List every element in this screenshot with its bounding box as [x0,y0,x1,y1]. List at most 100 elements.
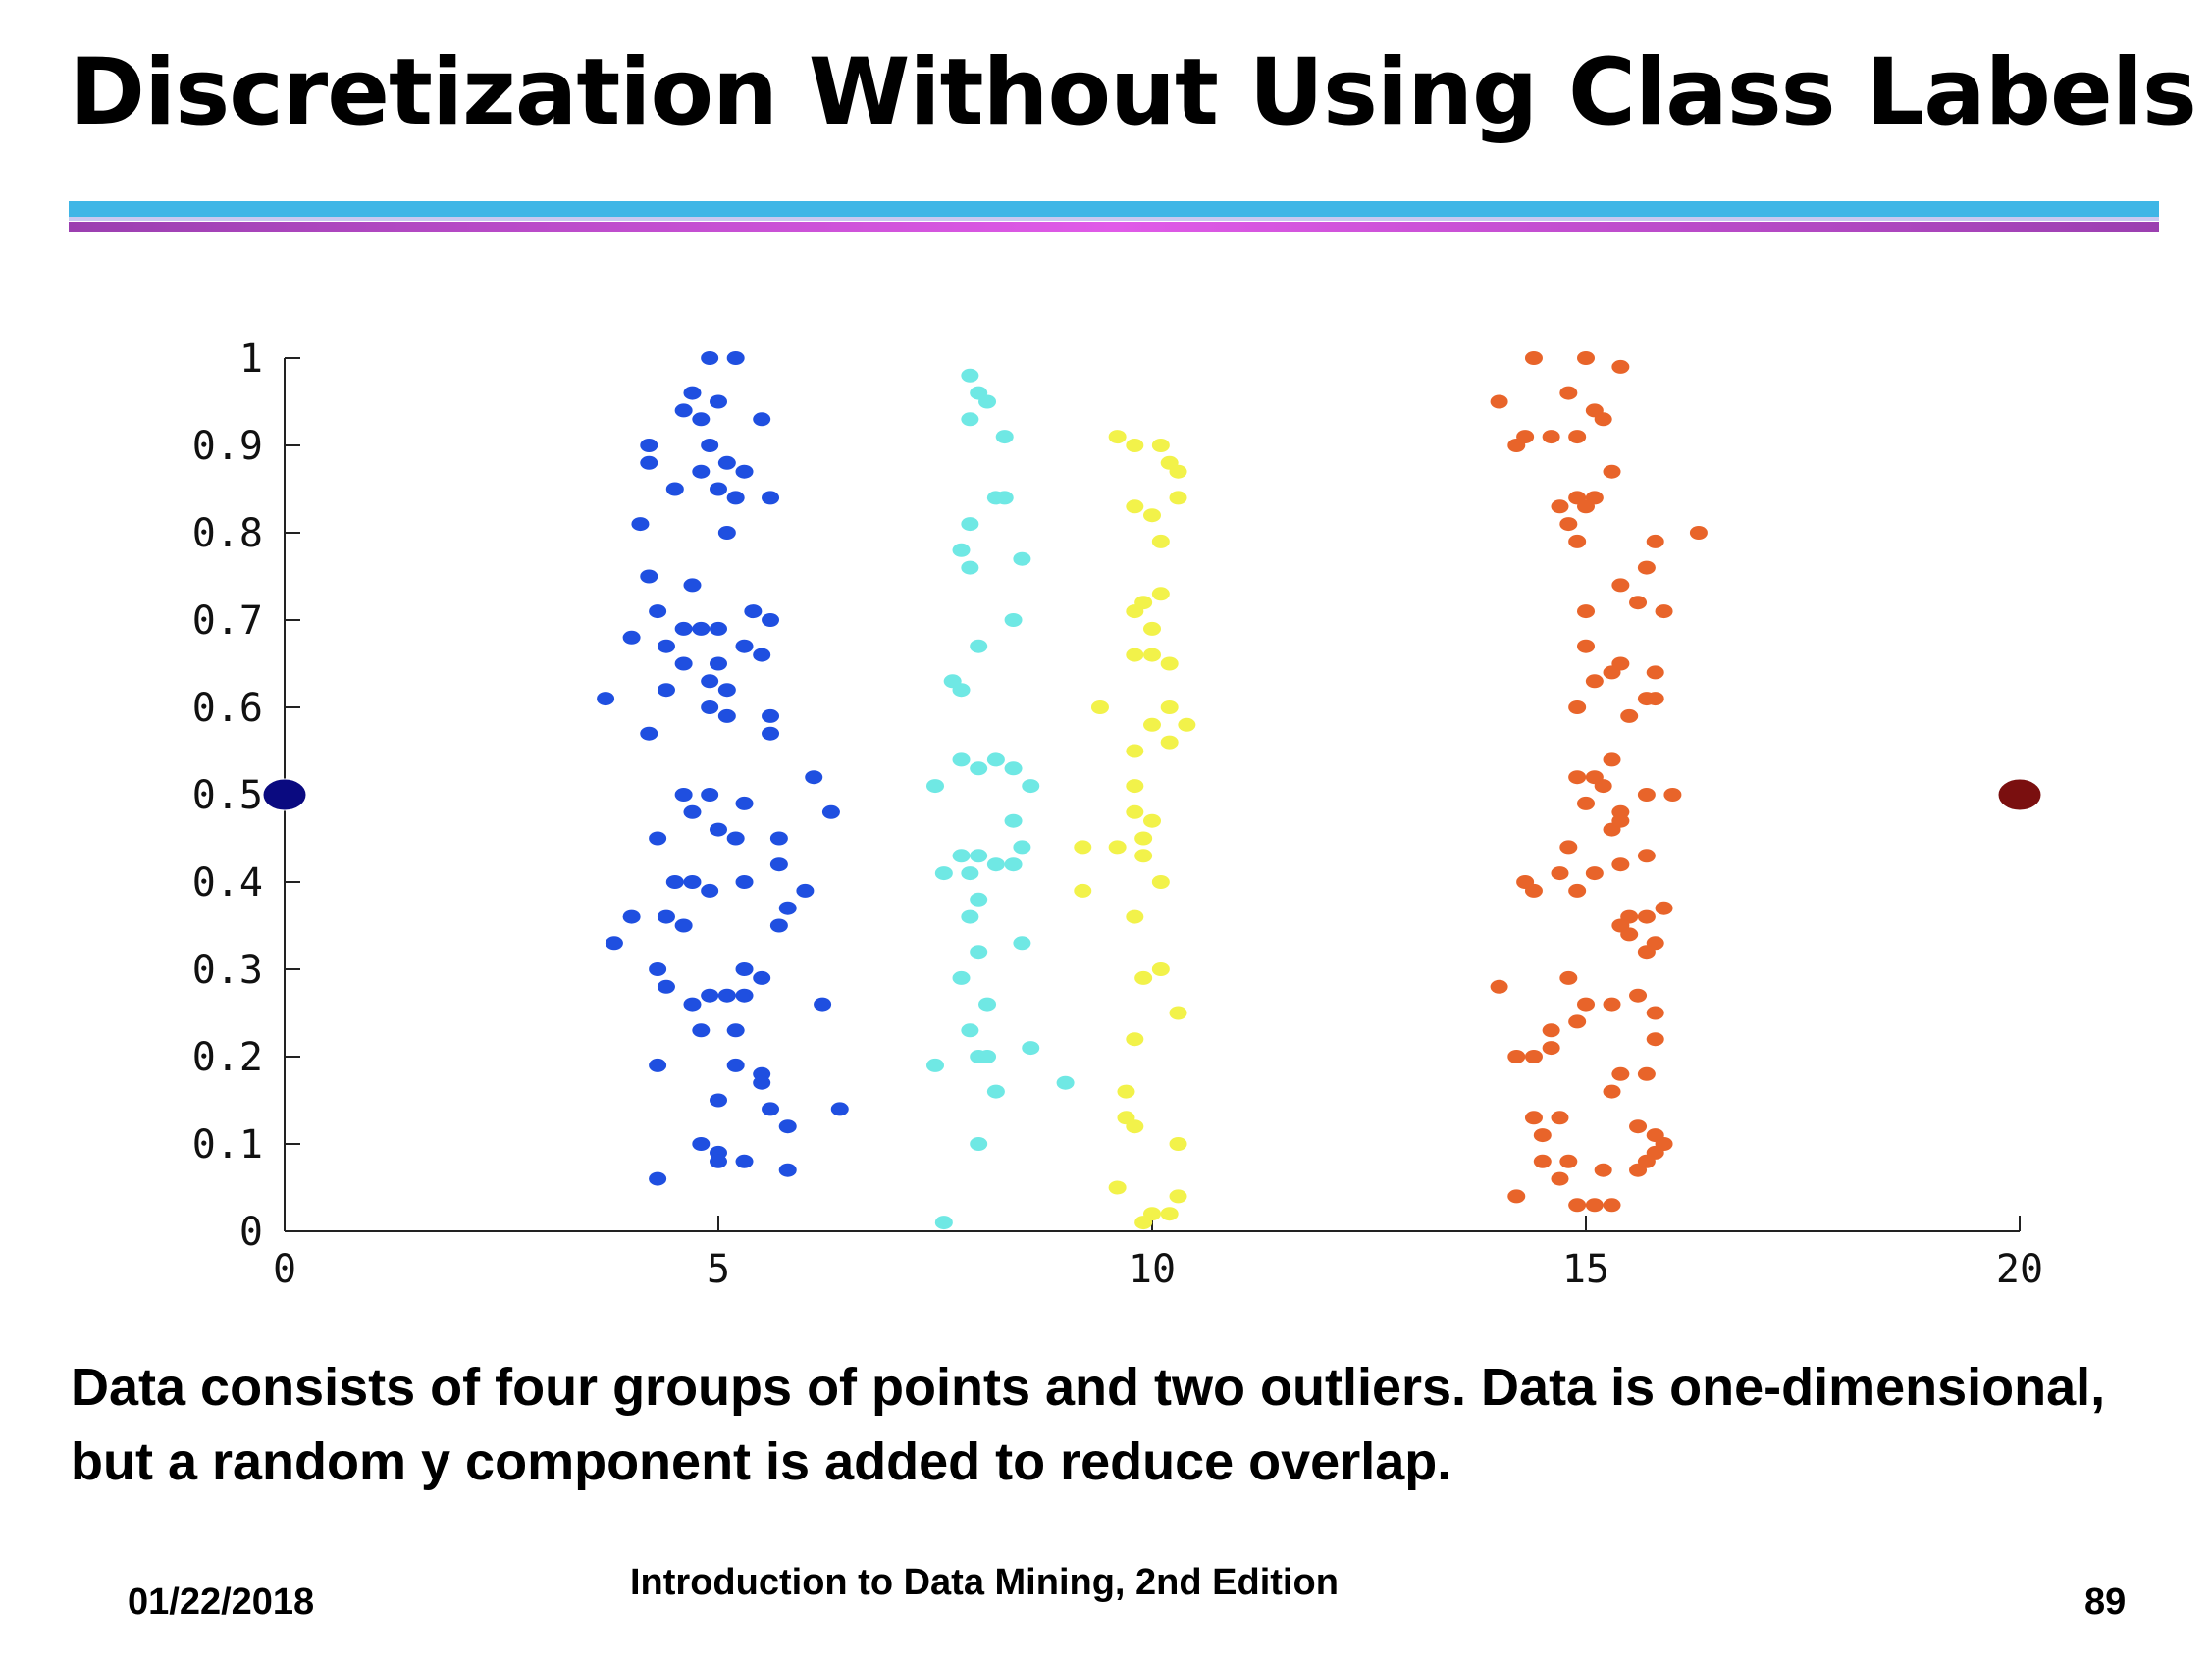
scatter-point [692,1023,711,1038]
scatter-point [1022,1041,1040,1056]
scatter-point [657,683,675,698]
scatter-point [710,394,727,409]
scatter-point [970,639,988,653]
scatter-point [1577,639,1595,653]
scatter-point [1169,1189,1187,1204]
scatter-point [1143,648,1161,662]
title-rule-cyan [69,201,2159,217]
scatter-point [1559,517,1578,532]
data-points [262,351,2042,1230]
scatter-point [657,909,675,924]
y-tick-label: 0.9 [192,424,263,469]
scatter-point [926,1058,944,1072]
scatter-point [1551,1111,1569,1125]
scatter-point [1646,665,1664,680]
scatter-point [1637,560,1656,575]
scatter-point [1126,1032,1144,1047]
scatter-point [1594,779,1612,794]
x-tick-label: 5 [707,1247,730,1292]
scatter-point [753,648,771,662]
scatter-point [726,491,745,505]
scatter-point [692,412,711,427]
scatter-point [1013,840,1031,855]
x-tick-label: 15 [1562,1247,1609,1292]
scatter-point [1143,717,1161,732]
y-tick-label: 0 [239,1210,263,1255]
scatter-point [1585,674,1604,689]
scatter-point [762,491,780,505]
scatter-point [665,482,684,496]
scatter-point [683,386,702,400]
scatter-point [1151,875,1170,889]
scatter-point [1629,1163,1648,1177]
scatter-point [1143,813,1161,828]
scatter-point [1126,804,1144,819]
scatter-point [1559,386,1578,400]
scatter-point [674,918,693,933]
scatter-point [961,560,979,575]
scatter-point [717,683,736,698]
scatter-point [995,491,1014,505]
scatter-point [1108,430,1127,444]
scatter-point [1507,439,1526,452]
scatter-point [753,970,771,985]
scatter-point [1577,351,1595,365]
scatter-point [1151,587,1170,601]
scatter-point [1620,927,1639,942]
scatter-point [830,1102,849,1116]
scatter-point [631,517,650,532]
scatter-point [674,621,693,636]
scatter-point [1611,578,1630,593]
scatter-point [1169,491,1187,505]
scatter-point [1611,857,1630,872]
scatter-point [1629,988,1648,1003]
scatter-point [735,1154,754,1168]
y-tick-label: 1 [239,337,263,382]
scatter-point [1160,700,1179,714]
footer-date: 01/22/2018 [128,1582,315,1623]
scatter-point [1507,1050,1526,1063]
scatter-point [1090,700,1109,714]
scatter-point [622,909,641,924]
scatter-point [1655,604,1673,619]
scatter-point [597,692,615,706]
scatter-point [701,883,719,898]
scatter-point [934,866,953,881]
scatter-point [683,997,702,1012]
scatter-point [1160,1207,1179,1221]
scatter-point [1603,1198,1621,1213]
scatter-point [1594,1163,1612,1177]
scatter-point [821,804,840,819]
scatter-point [1559,970,1578,985]
scatter-point [1568,700,1587,714]
scatter-point [640,439,658,452]
scatter-point [1004,761,1023,776]
scatter-point [1646,534,1664,548]
scatter-point [1620,708,1639,723]
scatter-point [640,455,658,470]
scatter-point [692,1137,711,1151]
scatter-point [649,1171,667,1186]
slide-caption: Data consists of four groups of points a… [71,1358,2106,1491]
scatter-point [1542,1041,1560,1056]
scatter-point [710,1154,727,1168]
scatter-point [1559,840,1578,855]
scatter-point [640,726,658,741]
scatter-point [649,962,667,976]
scatter-point [796,883,815,898]
scatter-point [1603,1084,1621,1099]
scatter-point [952,752,971,767]
y-tick-label: 0.4 [192,860,263,906]
scatter-point [1637,945,1656,960]
y-tick-label: 0.7 [192,598,263,644]
scatter-point [1126,604,1144,619]
scatter-point [970,892,988,907]
scatter-point [1637,788,1656,802]
scatter-point [778,901,797,915]
scatter-point [1126,439,1144,452]
scatter-point [717,526,736,540]
scatter-point [1108,1180,1127,1195]
scatter-point [1568,430,1587,444]
scatter-point [1603,665,1621,680]
scatter-point [1074,840,1092,855]
